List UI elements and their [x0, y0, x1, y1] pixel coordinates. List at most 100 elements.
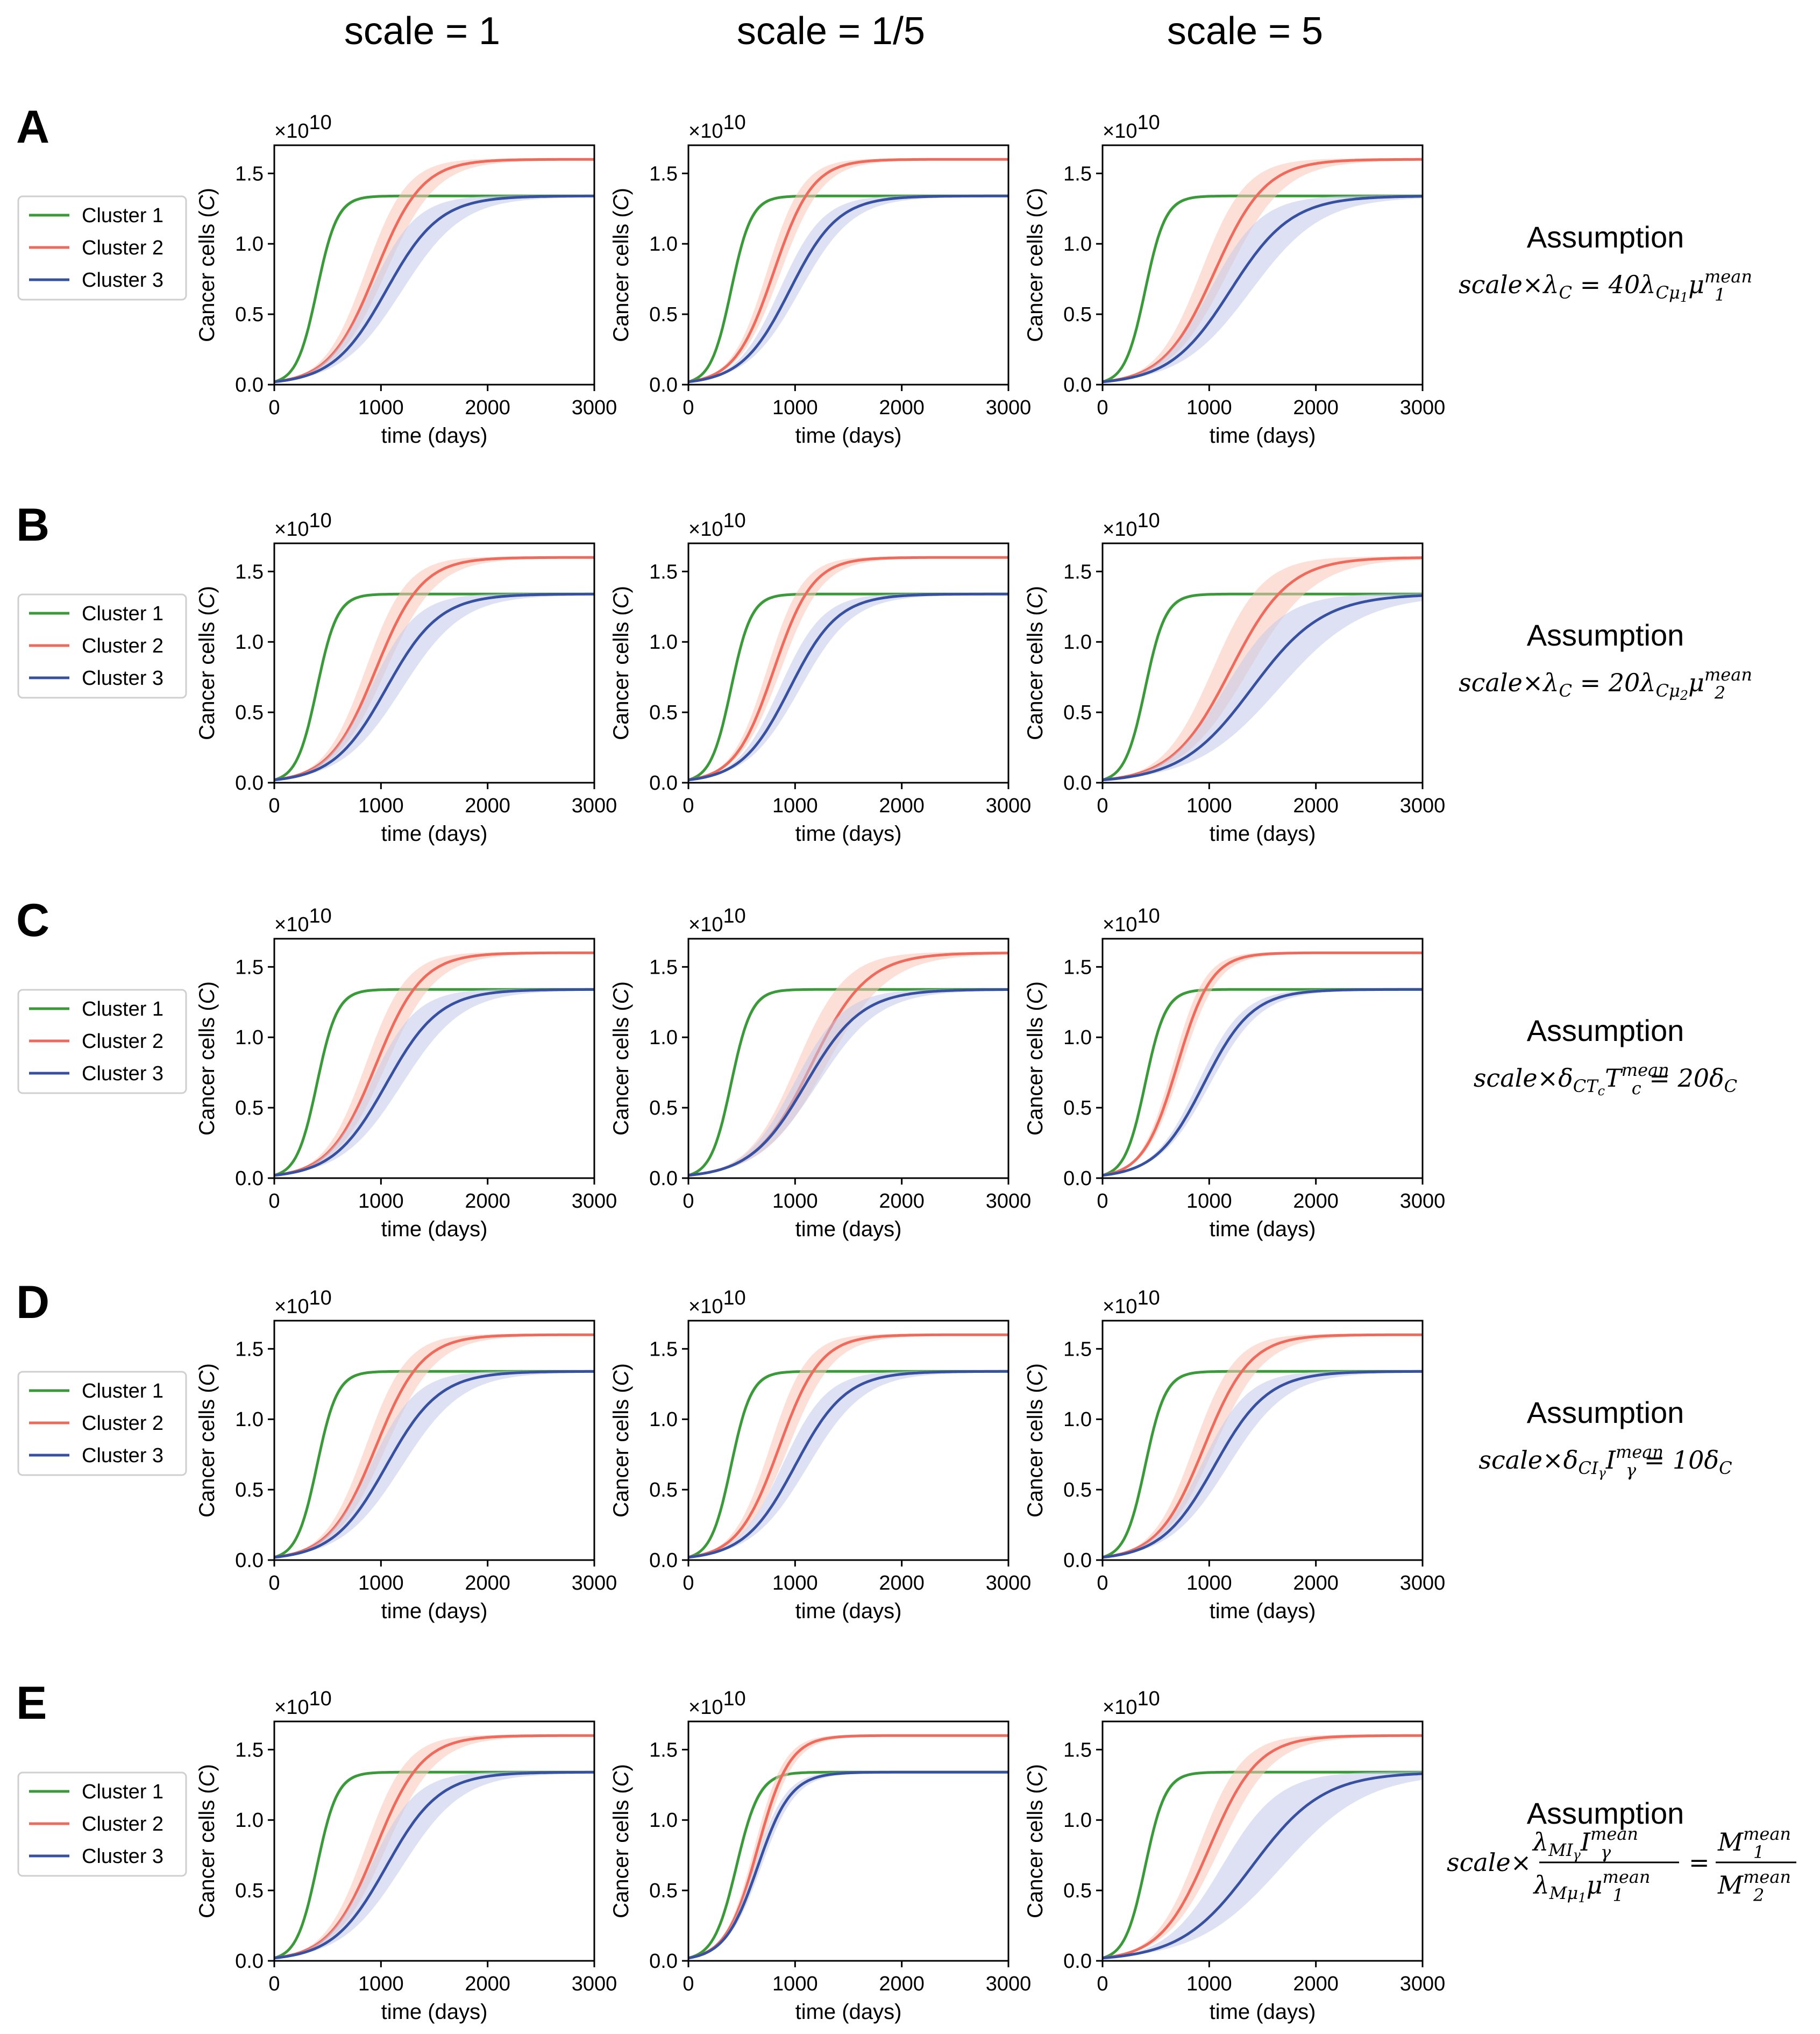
x-tick-label: 1000: [358, 1973, 404, 1995]
legend-label-cluster-1: Cluster 1: [82, 998, 163, 1020]
y-tick-label: 0.5: [649, 1479, 678, 1501]
x-tick-label: 1000: [1186, 795, 1232, 817]
x-tick-label: 3000: [986, 396, 1032, 419]
assumption-row-C: Assumption: [1527, 1014, 1684, 1047]
y-offset-text: ×1010: [274, 111, 332, 143]
axes-frame: [1101, 144, 1424, 386]
band-cluster-2: [688, 952, 1008, 1175]
band-cluster-3: [1103, 593, 1423, 780]
y-tick-label: 0.5: [1063, 1880, 1092, 1902]
formula-denominator: λMμ1μmean 1: [1533, 1867, 1651, 1905]
panel-E-3: 0 1000 2000 3000 0.0 0.5 1.0 1.5 time (days) Canc…: [1023, 1688, 1445, 2024]
axes-frame: [687, 542, 1009, 784]
x-axis-label: time (days): [795, 1217, 902, 1241]
legend-row-C: Cluster 1 Cluster 2 Cluster 3: [17, 989, 187, 1094]
y-tick-label: 0.5: [235, 1097, 264, 1119]
legend-label-cluster-1: Cluster 1: [82, 1380, 163, 1402]
y-tick-label: 1.0: [649, 1408, 678, 1431]
row-letter-D: D: [16, 1277, 49, 1328]
y-axis-label: Cancer cells (C): [609, 981, 633, 1136]
line-cluster-1: [688, 1770, 1008, 1960]
line-cluster-3: [1102, 1370, 1423, 1559]
x-axis-label: time (days): [1210, 1599, 1316, 1623]
x-tick-label: 3000: [986, 1572, 1032, 1594]
x-tick-label: 0: [1097, 795, 1108, 817]
x-tick-label: 3000: [572, 1572, 617, 1594]
legend-label-cluster-3: Cluster 3: [82, 1062, 163, 1085]
line-cluster-1: [1102, 988, 1423, 1177]
x-tick-label: 1000: [1186, 1190, 1232, 1213]
y-tick-label: 0.0: [649, 1549, 678, 1572]
line-cluster-2: [1102, 1734, 1423, 1960]
axes-frame: [1101, 938, 1424, 1179]
column-header-2: scale = 1/5: [737, 10, 925, 53]
x-axis-label: time (days): [795, 822, 902, 846]
line-cluster-3: [274, 988, 594, 1177]
y-tick-label: 1.0: [649, 1809, 678, 1832]
y-axis-label: Cancer cells (C): [609, 1363, 633, 1518]
x-axis-label: time (days): [381, 822, 488, 846]
band-cluster-1: [1103, 988, 1423, 1175]
column-header-3: scale = 5: [1167, 10, 1323, 53]
formula-rhs-denominator: Mmean 2: [1717, 1867, 1791, 1905]
line-cluster-3: [688, 592, 1008, 782]
legend-row-A: Cluster 1 Cluster 2 Cluster 3: [17, 195, 187, 301]
y-offset-text: ×1010: [1103, 905, 1160, 936]
y-tick-label: 0.0: [649, 1950, 678, 1973]
y-offset-text: ×1010: [274, 1688, 332, 1719]
x-tick-label: 0: [1097, 396, 1108, 419]
legend-label-cluster-1: Cluster 1: [82, 603, 163, 625]
panel-B-1: 0 1000 2000 3000 0.0 0.5 1.0 1.5 time (days) Canc…: [195, 509, 617, 846]
x-tick-label: 3000: [1400, 1572, 1446, 1594]
x-tick-label: 2000: [465, 1190, 510, 1213]
panel-C-1: 0 1000 2000 3000 0.0 0.5 1.0 1.5 time (days) Canc…: [195, 905, 617, 1241]
assumption-row-B: Assumption: [1527, 618, 1684, 652]
assumption-formula-C: scale×δCTcTmean c = 20δC: [1474, 1060, 1737, 1098]
band-cluster-3: [274, 1370, 594, 1557]
band-cluster-3: [1103, 1771, 1423, 1958]
formula-equals: =: [1689, 1848, 1710, 1877]
axes-frame: [273, 542, 595, 784]
legend-label-cluster-2: Cluster 2: [82, 1412, 163, 1435]
axes-frame: [1101, 1720, 1424, 1962]
axes-frame: [687, 144, 1009, 386]
column-header-1: scale = 1: [344, 10, 500, 53]
y-tick-label: 1.5: [1063, 1338, 1092, 1360]
line-cluster-2: [1102, 556, 1423, 782]
x-axis-label: time (days): [1210, 1217, 1316, 1241]
band-cluster-2: [1103, 556, 1423, 780]
x-tick-label: 2000: [879, 1973, 925, 1995]
x-axis-label: time (days): [1210, 822, 1316, 846]
x-tick-label: 3000: [986, 795, 1032, 817]
axes-frame: [1101, 542, 1424, 784]
y-tick-label: 0.0: [235, 1549, 264, 1572]
y-tick-label: 0.0: [1063, 1167, 1092, 1190]
y-offset-text: ×1010: [274, 1287, 332, 1318]
x-tick-label: 3000: [1400, 1973, 1446, 1995]
legend-label-cluster-2: Cluster 2: [82, 237, 163, 259]
y-offset-text: ×1010: [274, 509, 332, 541]
line-cluster-3: [1102, 594, 1423, 782]
x-tick-label: 0: [1097, 1572, 1108, 1594]
y-offset-text: ×1010: [688, 1287, 746, 1318]
assumption-row-A: Assumption: [1527, 220, 1684, 254]
x-tick-label: 3000: [1400, 795, 1446, 817]
line-cluster-3: [274, 1770, 594, 1960]
line-cluster-2: [1102, 951, 1423, 1177]
panel-B-2: 0 1000 2000 3000 0.0 0.5 1.0 1.5 time (days) Canc…: [609, 509, 1031, 846]
x-axis-label: time (days): [795, 2000, 902, 2024]
y-tick-label: 1.0: [1063, 631, 1092, 654]
line-cluster-3: [1102, 195, 1423, 384]
y-axis-label: Cancer cells (C): [609, 1764, 633, 1918]
x-tick-label: 1000: [772, 1572, 818, 1594]
y-axis-label: Cancer cells (C): [1023, 1363, 1047, 1518]
assumption-row-E: Assumption: [1527, 1796, 1684, 1830]
x-tick-label: 2000: [1293, 396, 1339, 419]
panel-E-2: 0 1000 2000 3000 0.0 0.5 1.0 1.5 time (days) Canc…: [609, 1688, 1031, 2024]
y-offset-text: ×1010: [688, 111, 746, 143]
assumption-title: Assumption: [1527, 1395, 1684, 1429]
x-tick-label: 0: [1097, 1190, 1108, 1213]
legend-label-cluster-3: Cluster 3: [82, 1444, 163, 1467]
y-tick-label: 0.0: [235, 772, 264, 795]
